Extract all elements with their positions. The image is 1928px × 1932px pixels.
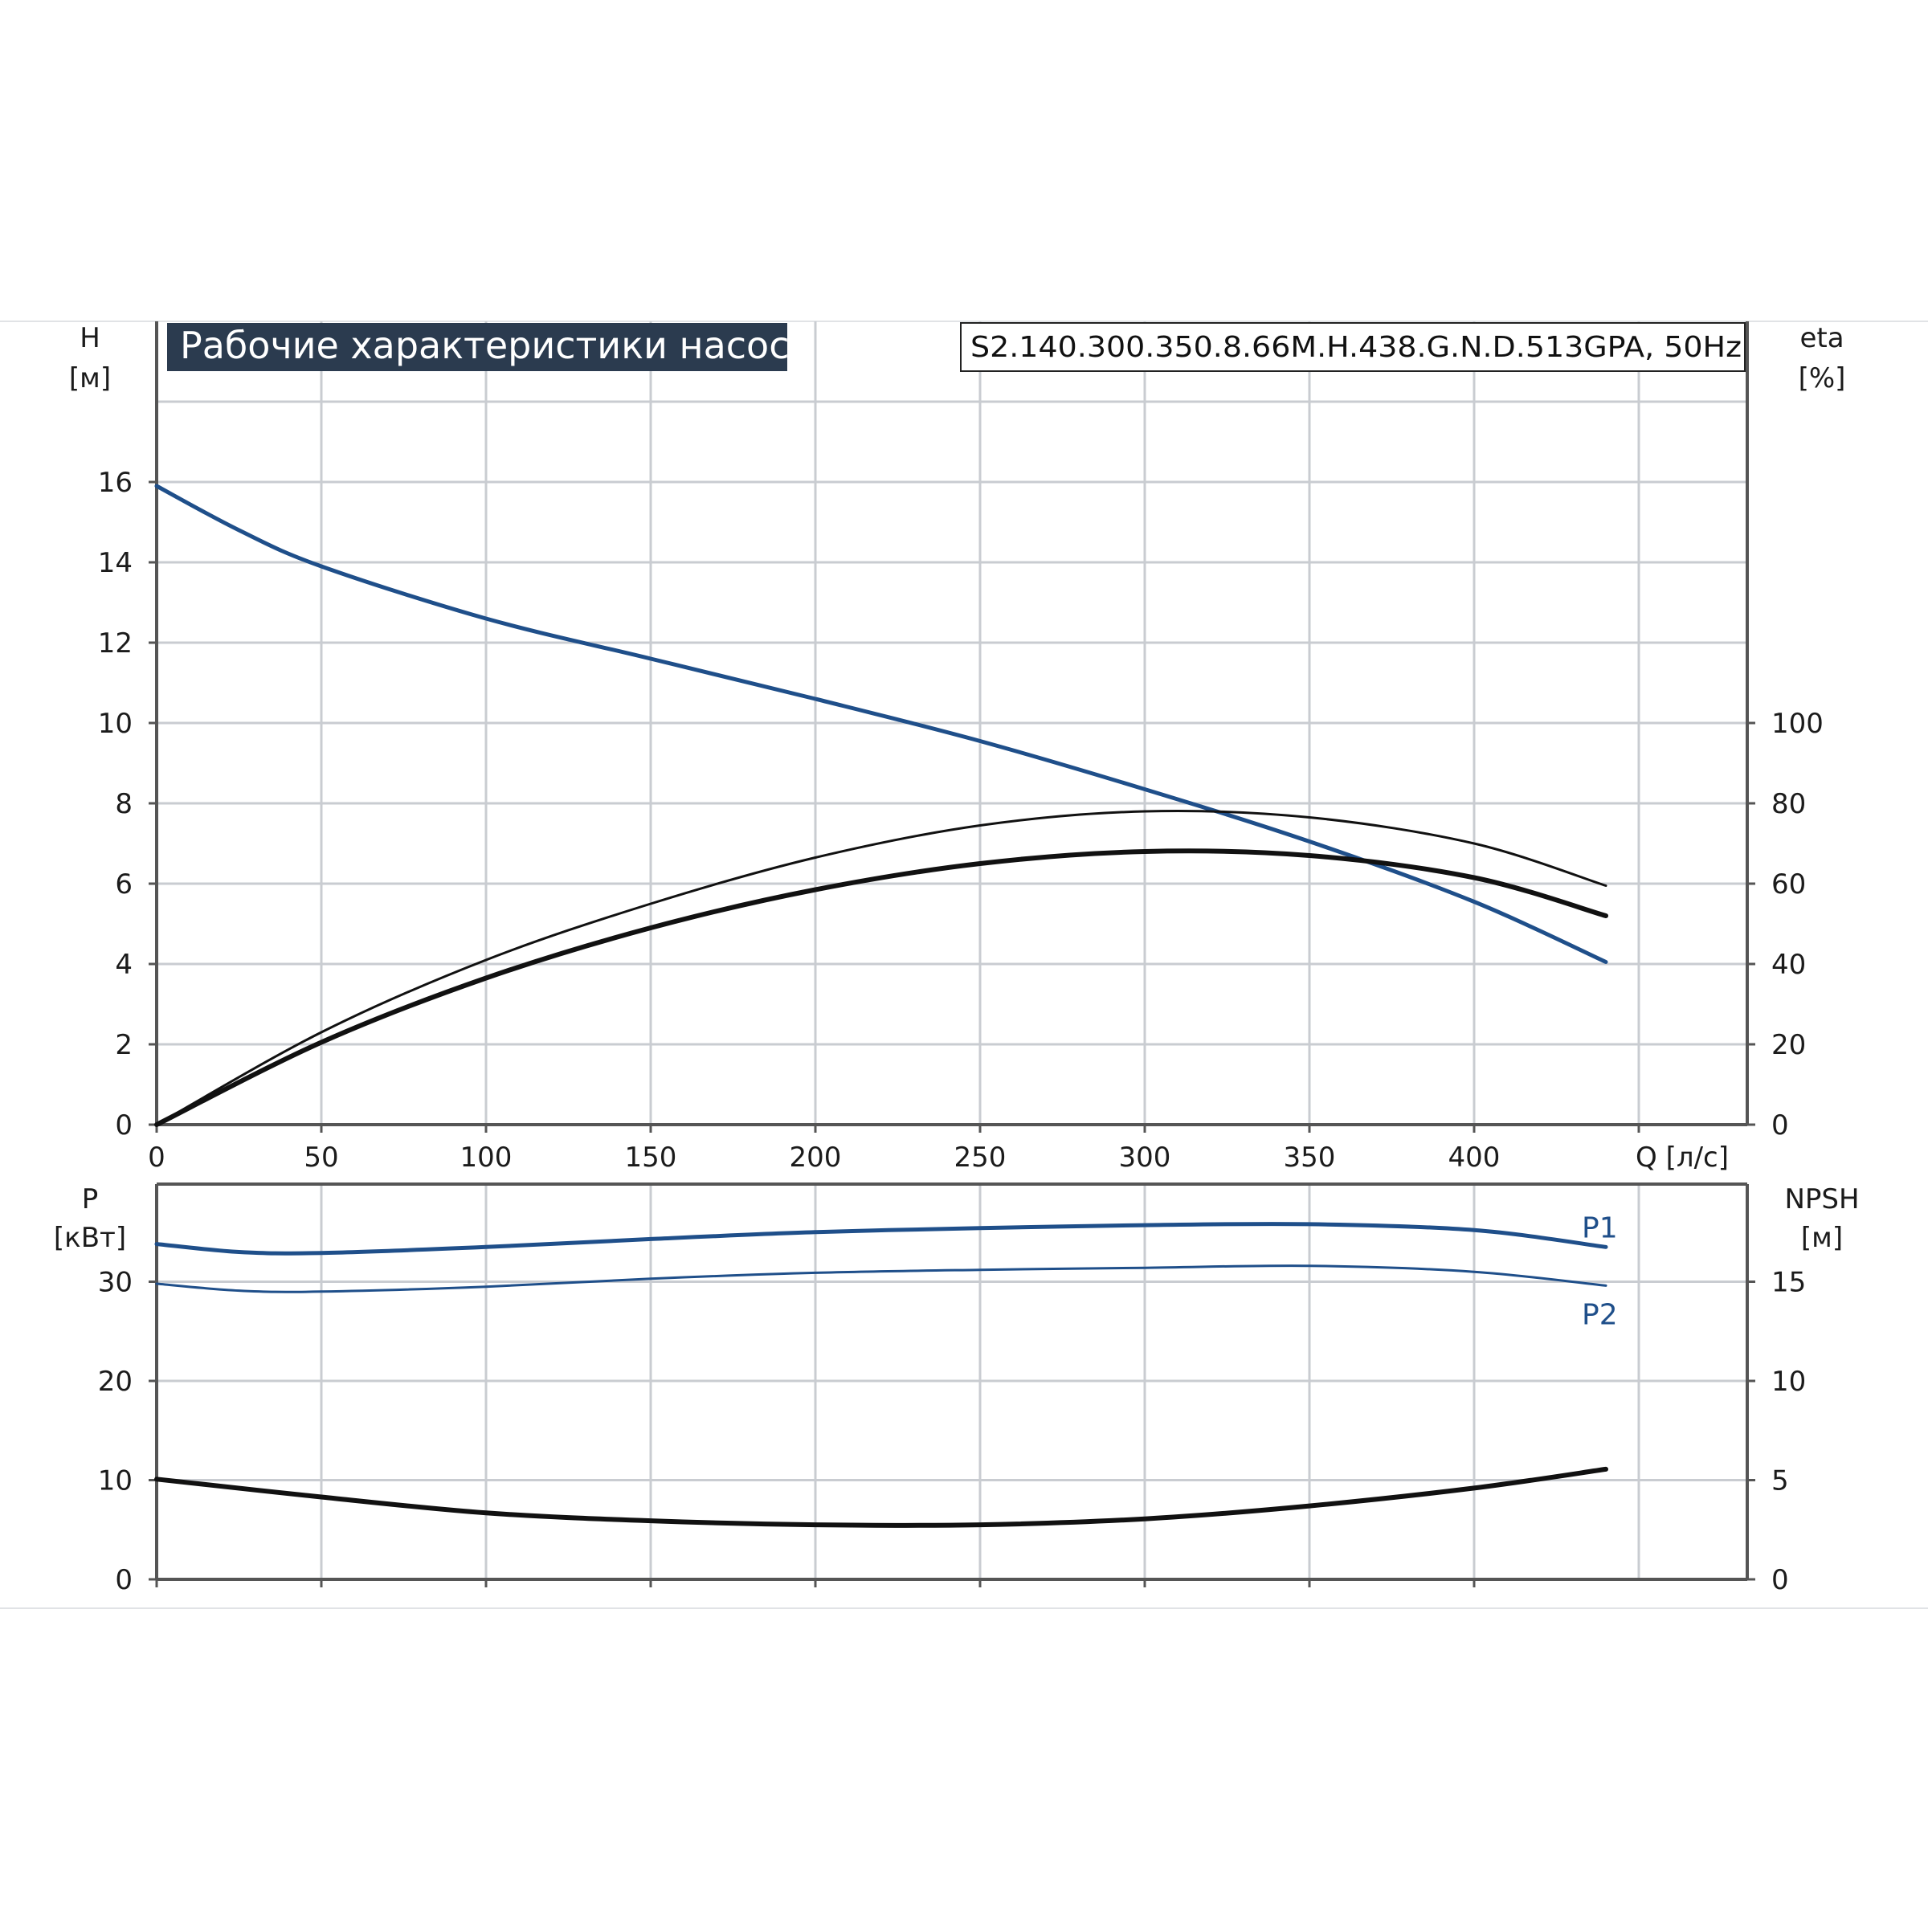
series-label-p2: P2 <box>1582 1298 1618 1331</box>
right-tick-label: 15 <box>1771 1267 1806 1299</box>
right-tick-label: 80 <box>1771 788 1806 820</box>
model-box <box>960 322 1746 372</box>
x-tick-label: 400 <box>1448 1142 1501 1174</box>
right-axis-name: eta <box>1799 322 1844 354</box>
left-axis-unit: [м] <box>69 362 111 394</box>
eta-thick-curve <box>154 848 1608 1127</box>
x-tick-label: 150 <box>625 1142 677 1174</box>
eta-thin-curve <box>155 809 1607 1126</box>
right-tick-label: 0 <box>1771 1564 1789 1596</box>
left-tick-label: 4 <box>115 949 133 981</box>
left-axis-name: H <box>80 322 100 354</box>
right-axis-name: NPSH <box>1784 1183 1859 1215</box>
left-tick-label: 30 <box>98 1267 133 1299</box>
right-tick-label: 0 <box>1771 1109 1789 1142</box>
left-axis-unit: [кВт] <box>54 1222 126 1254</box>
right-axis-unit: [м] <box>1801 1222 1843 1254</box>
left-tick-label: 10 <box>98 1465 133 1497</box>
axes-layer <box>149 321 1755 1587</box>
grid-layer <box>157 321 1747 1579</box>
right-tick-label: 5 <box>1771 1465 1789 1497</box>
p2-curve <box>155 1264 1607 1293</box>
x-tick-label: 300 <box>1119 1142 1171 1174</box>
left-tick-label: 6 <box>115 868 133 901</box>
right-tick-label: 100 <box>1771 708 1824 740</box>
right-tick-label: 20 <box>1771 1029 1806 1061</box>
left-tick-label: 12 <box>98 627 133 660</box>
right-axis-unit: [%] <box>1799 362 1846 394</box>
title-box <box>167 323 787 371</box>
chart-title: Рабочие характеристики насоса <box>180 324 812 367</box>
left-tick-label: 16 <box>98 467 133 499</box>
right-tick-label: 60 <box>1771 868 1806 901</box>
left-tick-label: 8 <box>115 788 133 820</box>
series-label-p1: P1 <box>1582 1211 1618 1244</box>
x-tick-label: 250 <box>954 1142 1007 1174</box>
right-tick-label: 40 <box>1771 949 1806 981</box>
x-tick-label: 350 <box>1284 1142 1336 1174</box>
npsh-curve <box>154 1466 1608 1528</box>
x-tick-label: 200 <box>790 1142 842 1174</box>
series-layer <box>154 484 1608 1528</box>
model-label: S2.140.300.350.8.66M.H.438.G.N.D.513GPA,… <box>970 331 1742 364</box>
x-tick-label: 50 <box>304 1142 338 1174</box>
p1-curve <box>154 1222 1608 1256</box>
left-tick-label: 2 <box>115 1029 133 1061</box>
right-tick-label: 10 <box>1771 1366 1806 1398</box>
left-tick-label: 0 <box>115 1109 133 1142</box>
x-axis-label: Q [л/с] <box>1636 1142 1729 1174</box>
left-tick-label: 10 <box>98 708 133 740</box>
x-tick-label: 0 <box>148 1142 165 1174</box>
left-tick-label: 0 <box>115 1564 133 1596</box>
left-axis-name: P <box>82 1183 99 1215</box>
left-tick-label: 14 <box>98 547 133 579</box>
left-tick-label: 20 <box>98 1366 133 1398</box>
x-tick-label: 100 <box>460 1142 513 1174</box>
